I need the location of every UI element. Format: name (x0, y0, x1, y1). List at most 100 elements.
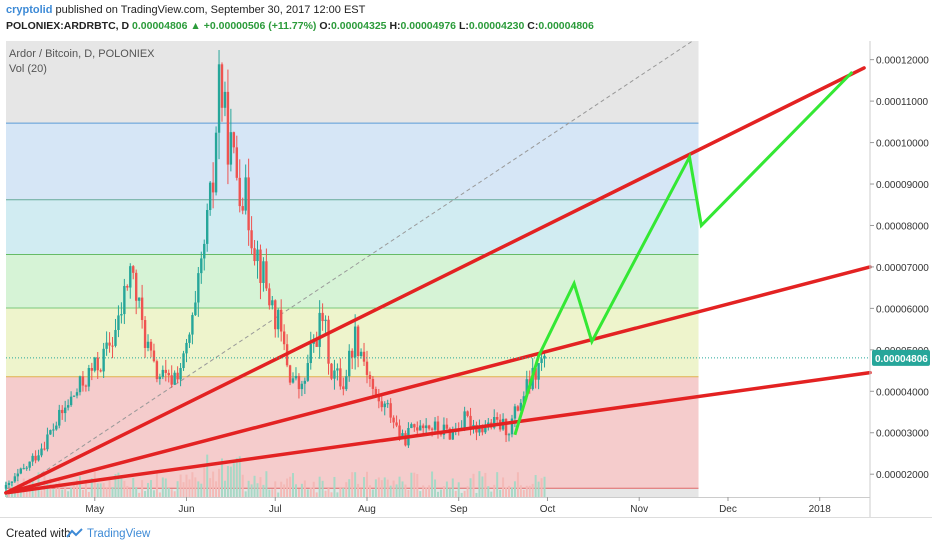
candle-body (117, 315, 120, 330)
fib-band (6, 199, 699, 255)
volume-bar (144, 491, 147, 497)
header: cryptolid published on TradingView.com, … (0, 0, 932, 36)
candle-body (211, 182, 215, 193)
volume-bar (96, 483, 99, 497)
volume-bar (345, 482, 348, 497)
time-tick-label: Oct (540, 504, 556, 515)
candle-body (507, 434, 511, 436)
volume-bar (395, 484, 398, 497)
volume-bar (229, 466, 232, 497)
volume-bar (117, 472, 120, 497)
candle-body (4, 485, 8, 489)
candle-body (52, 429, 55, 431)
candle-body (419, 425, 422, 431)
volume-bar (481, 476, 484, 497)
volume-bar (484, 472, 487, 497)
candle-body (232, 132, 236, 148)
volume-bar (99, 483, 102, 497)
author-link[interactable]: cryptolid (6, 4, 53, 16)
volume-bar (256, 483, 259, 497)
volume-bar (454, 490, 457, 497)
candle-body (126, 285, 129, 288)
volume-bar (380, 480, 383, 497)
volume-bar (223, 480, 226, 497)
volume-bar (463, 490, 466, 497)
volume-bar (111, 487, 114, 497)
candle-body (155, 361, 159, 380)
volume-bar (105, 487, 108, 497)
candle-body (416, 427, 419, 431)
candle-body (43, 448, 46, 450)
candle-body (282, 331, 286, 345)
candle-body (303, 380, 307, 384)
price-tick-label: 0.00003000 (876, 429, 929, 440)
candle-body (422, 425, 425, 429)
volume-bar (277, 492, 280, 497)
volume-bar (437, 491, 439, 497)
volume-bar (309, 487, 312, 497)
volume-bar (108, 476, 111, 497)
volume-bar (13, 491, 16, 497)
candle-body (173, 372, 176, 385)
tradingview-brand[interactable]: TradingView (87, 528, 151, 540)
volume-bar (81, 490, 84, 497)
candle-body (516, 406, 520, 411)
volume-bar (158, 492, 161, 497)
candle-body (294, 375, 298, 379)
close-value: 0.00004806 (538, 20, 594, 32)
candle-body (504, 418, 508, 436)
price-tick-label: 0.00006000 (876, 304, 929, 315)
volume-bar (52, 489, 55, 497)
volume-bar (241, 474, 244, 497)
candle-body (63, 407, 67, 414)
candle-body (194, 302, 197, 316)
price-chart[interactable]: 0.000020000.000030000.000040000.00005000… (0, 36, 932, 517)
price-tick-label: 0.00009000 (876, 180, 929, 191)
candle-body (208, 182, 212, 210)
volume-bar (516, 472, 519, 497)
candle-body (214, 132, 218, 193)
volume-bar (496, 472, 499, 497)
candle-body (513, 406, 517, 419)
candle-body (31, 455, 34, 462)
volume-bar (386, 479, 389, 497)
volume-bar (90, 478, 93, 497)
candle-body (191, 315, 194, 335)
volume-bar (392, 480, 395, 497)
volume-bar (442, 486, 445, 497)
candle-body (179, 368, 182, 380)
candle-body (182, 353, 185, 369)
candle-body (111, 345, 114, 347)
candle-body (291, 378, 295, 383)
candle-body (256, 249, 259, 262)
volume-bar (537, 481, 540, 497)
volume-bar (505, 487, 508, 497)
candle-body (140, 297, 144, 321)
candle-body (327, 319, 330, 364)
volume-bar (354, 472, 357, 497)
volume-bar (466, 486, 469, 497)
candle-body (404, 433, 407, 446)
candle-body (410, 424, 413, 429)
candle-body (445, 424, 449, 429)
volume-bar (478, 471, 481, 497)
candle-body (279, 309, 283, 332)
volume-bar (398, 476, 401, 497)
candle-body (540, 358, 543, 364)
candle-body (46, 434, 49, 450)
candle-body (380, 401, 383, 408)
candle-body (383, 403, 386, 408)
candle-body (247, 177, 250, 231)
volume-bar (371, 489, 374, 497)
volume-bar (431, 471, 434, 497)
volume-bar (457, 482, 460, 497)
candle-body (87, 368, 91, 387)
volume-bar (55, 483, 58, 497)
candle-body (105, 342, 108, 349)
candle-body (238, 177, 241, 207)
volume-bar (188, 479, 191, 497)
footer: Created with TradingView (0, 517, 932, 551)
volume-bar (413, 472, 416, 497)
candle-body (401, 433, 404, 438)
candle-body (392, 417, 395, 423)
